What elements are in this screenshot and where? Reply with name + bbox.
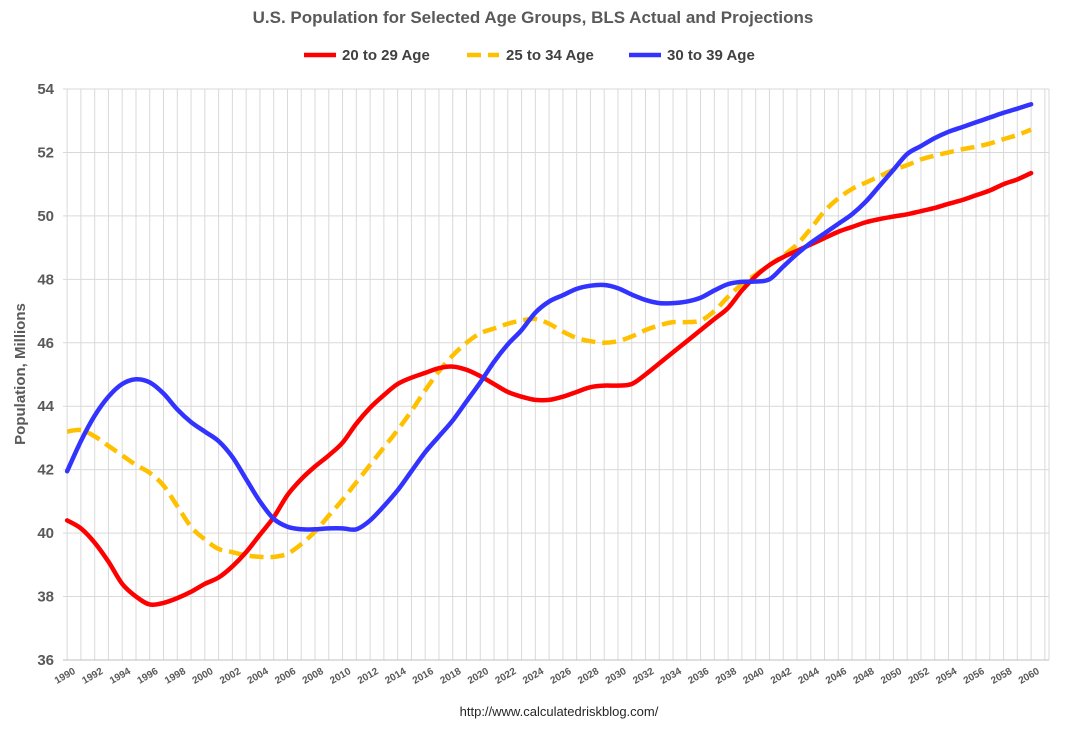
x-tick-label-2056: 2056 (962, 666, 987, 687)
y-tick-label-38: 38 (37, 589, 54, 606)
x-tick-label-2034: 2034 (659, 666, 684, 687)
y-tick-label-46: 46 (37, 335, 54, 352)
y-tick-label-48: 48 (37, 271, 54, 288)
x-tick-label-2054: 2054 (934, 666, 959, 687)
x-tick-label-2046: 2046 (824, 666, 849, 687)
y-tick-label-40: 40 (37, 525, 54, 542)
y-tick-label-52: 52 (37, 144, 54, 161)
x-tick-label-2052: 2052 (907, 666, 932, 687)
x-tick-label-2002: 2002 (218, 666, 243, 687)
x-tick-label-2020: 2020 (466, 666, 491, 687)
x-tick-label-2060: 2060 (1017, 666, 1042, 687)
x-tick-label-1990: 1990 (53, 666, 78, 687)
x-tick-label-2014: 2014 (383, 666, 408, 687)
series-line-30-to-39-age (64, 101, 1034, 532)
x-tick-label-2016: 2016 (411, 666, 436, 687)
x-tick-label-2022: 2022 (494, 666, 519, 687)
legend-label-20-to-29: 20 to 29 Age (342, 47, 430, 64)
x-tick-label-2048: 2048 (852, 666, 877, 687)
gridlines (63, 88, 1050, 661)
x-tick-label-1994: 1994 (108, 666, 133, 687)
x-tick-label-2000: 2000 (191, 666, 216, 687)
x-tick-label-2026: 2026 (549, 666, 574, 687)
x-tick-label-2040: 2040 (741, 666, 766, 687)
y-axis-label: Population, Millions (12, 303, 29, 445)
source-url: http://www.calculatedriskblog.com/ (460, 704, 659, 719)
x-tick-label-2006: 2006 (273, 666, 298, 687)
x-tick-label-1996: 1996 (135, 666, 160, 687)
y-tick-label-36: 36 (37, 652, 54, 669)
x-tick-label-2028: 2028 (576, 666, 601, 687)
y-tick-label-54: 54 (37, 81, 54, 98)
x-tick-label-2018: 2018 (438, 666, 463, 687)
chart-title: U.S. Population for Selected Age Groups,… (253, 8, 814, 27)
x-tick-label-2058: 2058 (989, 666, 1014, 687)
x-tick-label-2024: 2024 (521, 666, 546, 687)
x-tick-label-2004: 2004 (246, 666, 271, 687)
legend-label-30-to-39: 30 to 39 Age (667, 47, 755, 64)
x-tick-label-2010: 2010 (328, 666, 353, 687)
y-tick-label-50: 50 (37, 208, 54, 225)
y-tick-label-44: 44 (37, 398, 54, 415)
x-tick-label-2044: 2044 (796, 666, 821, 687)
y-tick-label-42: 42 (37, 462, 54, 479)
x-tick-label-2038: 2038 (714, 666, 739, 687)
series-line-25-to-34-age (66, 127, 1032, 560)
x-tick-label-2042: 2042 (769, 666, 794, 687)
series-line-20-to-29-age (64, 170, 1034, 608)
x-tick-label-2008: 2008 (301, 666, 326, 687)
axes: 36 38 40 42 44 46 48 50 52 54 1990 1992 1994 1996 1998… (37, 81, 1049, 687)
x-tick-label-2012: 2012 (356, 666, 381, 687)
x-tick-label-1992: 1992 (80, 666, 105, 687)
x-tick-label-2032: 2032 (631, 666, 656, 687)
x-tick-label-2030: 2030 (604, 666, 629, 687)
x-tick-label-2050: 2050 (879, 666, 904, 687)
series (64, 101, 1034, 608)
x-tick-label-1998: 1998 (163, 666, 188, 687)
legend: 20 to 29 Age 25 to 34 Age 30 to 39 Age (304, 47, 755, 64)
x-tick-label-2036: 2036 (686, 666, 711, 687)
legend-label-25-to-34: 25 to 34 Age (506, 47, 594, 64)
